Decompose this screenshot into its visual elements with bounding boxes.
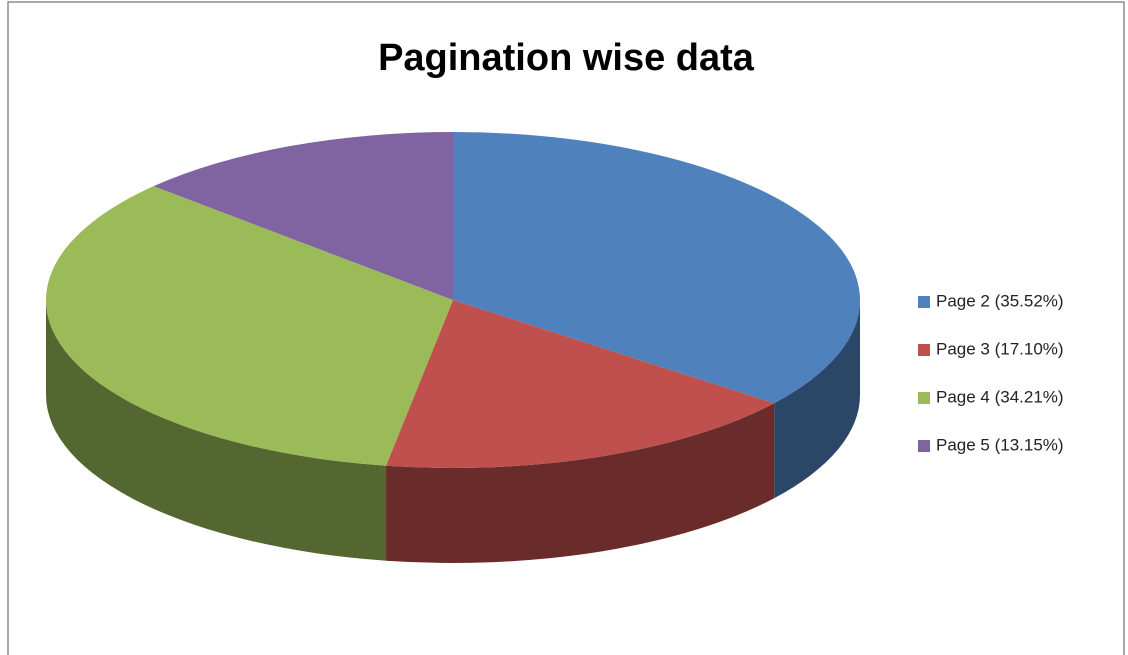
slice: [386, 300, 775, 469]
slice-side: [386, 403, 775, 563]
slice: [153, 132, 454, 300]
legend-swatch: [918, 392, 930, 404]
legend-label: Page 3 (17.10%): [936, 339, 1064, 358]
slice: [45, 186, 453, 466]
chart-title: Pagination wise data: [378, 37, 755, 79]
legend-swatch: [918, 344, 930, 356]
legend-swatch: [918, 296, 930, 308]
slice-side: [46, 300, 387, 561]
slice-side: [774, 300, 860, 499]
slice: [453, 132, 860, 404]
legend-swatch: [918, 440, 930, 452]
legend-label: Page 5 (13.15%): [936, 435, 1064, 454]
legend-label: Page 2 (35.52%): [936, 291, 1064, 310]
legend-label: Page 4 (34.21%): [936, 387, 1064, 406]
